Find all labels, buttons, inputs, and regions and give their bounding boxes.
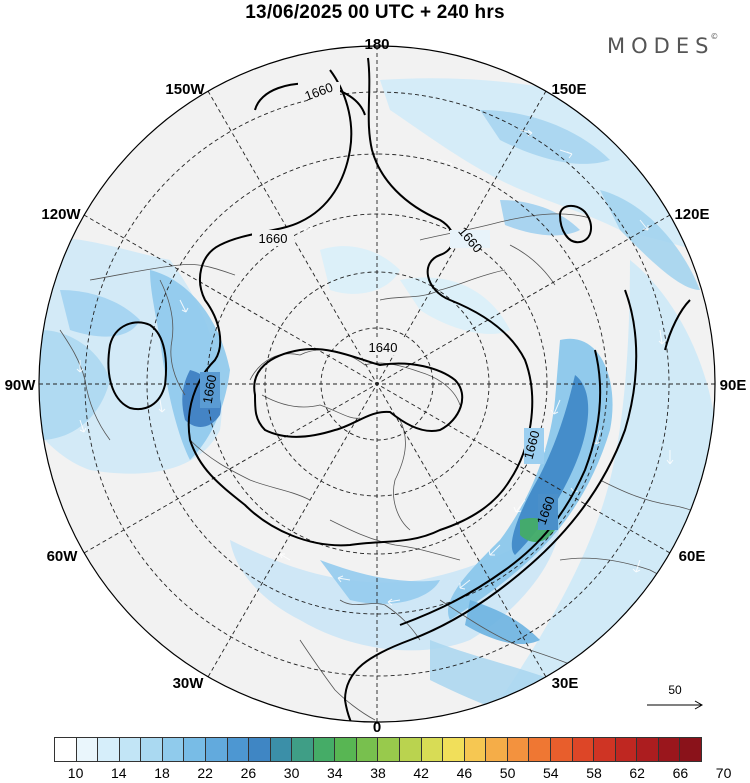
- lon-label-60e: 60E: [679, 548, 706, 565]
- colorbar-tick-label: 10: [67, 765, 84, 781]
- lon-label-150e: 150E: [551, 81, 586, 98]
- colorbar-swatch: [292, 738, 314, 761]
- lon-label-120w: 120W: [41, 206, 81, 223]
- colorbar-swatch: [615, 738, 638, 761]
- lon-label-150w: 150W: [165, 81, 205, 98]
- map-title: 13/06/2025 00 UTC + 240 hrs: [245, 2, 505, 23]
- reference-arrow-icon: [647, 700, 704, 710]
- lon-label-120e: 120E: [674, 206, 709, 223]
- longitude-labels: 180 150E 120E 90E 60E 30E 0 30W 60W 90W …: [5, 36, 747, 736]
- colorbar-swatch: [550, 738, 573, 761]
- colorbar-tick-label: 62: [629, 765, 645, 781]
- brand-mark: ©: [710, 32, 719, 41]
- colorbar-swatch: [76, 738, 99, 761]
- colorbar-swatch: [55, 738, 77, 761]
- colorbar-tick-label: 30: [283, 765, 300, 781]
- colorbar-swatch: [119, 738, 142, 761]
- colorbar-swatch: [658, 738, 681, 761]
- brand-text: MODES: [607, 34, 715, 58]
- lon-label-90w: 90W: [5, 377, 37, 394]
- colorbar-swatch: [378, 738, 400, 761]
- coastlines: [59, 213, 715, 721]
- colorbar-tick-label: 70: [715, 765, 732, 781]
- colorbar-swatch: [529, 738, 551, 761]
- colorbar-swatch: [421, 738, 444, 761]
- colorbar-swatch: [270, 738, 293, 761]
- colorbar-tick-label: 26: [240, 765, 257, 781]
- colorbar-swatch: [443, 738, 465, 761]
- colorbar-swatch: [464, 738, 487, 761]
- colorbar-tick-label: 46: [456, 765, 473, 781]
- contour-labels: 1660 1660 1660 1640 1660 1660 1660: [200, 80, 558, 530]
- colorbar-swatch: [637, 738, 659, 761]
- map-border: [38, 45, 716, 723]
- colorbar-tick-label: 18: [154, 765, 170, 781]
- lon-label-0: 0: [373, 719, 381, 736]
- colorbar-swatch: [572, 738, 595, 761]
- colorbar-tick-label: 58: [586, 765, 602, 781]
- polar-stereographic-map: 1660 1660 1660 1640 1660 1660 1660 180 1…: [5, 36, 747, 736]
- colorbar-tick-label: 14: [111, 765, 127, 781]
- contour-label: 1660: [259, 231, 288, 246]
- colorbar-swatch: [162, 738, 185, 761]
- lon-label-90e: 90E: [720, 377, 747, 394]
- colorbar-tick-label: 38: [370, 765, 386, 781]
- contour-label: 1660: [200, 374, 220, 405]
- colorbar-swatch: [141, 738, 163, 761]
- colorbar-swatch: [680, 738, 701, 761]
- lon-label-60w: 60W: [47, 548, 79, 565]
- colorbar-tick-label: 50: [499, 765, 516, 781]
- colorbar-swatch: [507, 738, 530, 761]
- colorbar-swatch: [594, 738, 616, 761]
- reference-vector-label: 50: [668, 683, 682, 697]
- colorbar-tick-label: 42: [413, 765, 429, 781]
- colorbar-swatch: [335, 738, 357, 761]
- contour-label: 1660: [521, 429, 543, 461]
- colorbar-swatch: [400, 738, 422, 761]
- colorbar-tick-label: 66: [672, 765, 689, 781]
- colorbar-swatch: [98, 738, 120, 761]
- colorbar-swatch: [227, 738, 250, 761]
- colorbar: [54, 737, 702, 762]
- colorbar-swatch: [486, 738, 508, 761]
- colorbar-tick-label: 54: [543, 765, 559, 781]
- lon-label-30e: 30E: [552, 675, 579, 692]
- brand-logo: MODES©: [607, 32, 722, 58]
- colorbar-swatch: [249, 738, 271, 761]
- colorbar-ticks: 10 14 18 22 26 30 34 38 42 46 50 54 58 62 66 70: [0, 765, 750, 783]
- contour-label: 1640: [369, 340, 398, 355]
- colorbar-tick-label: 34: [327, 765, 343, 781]
- lon-label-180: 180: [364, 36, 389, 53]
- colorbar-swatch: [205, 738, 228, 761]
- colorbar-swatch: [184, 738, 206, 761]
- reference-vector: 50: [645, 683, 705, 713]
- colorbar-tick-label: 22: [197, 765, 213, 781]
- colorbar-swatch: [313, 738, 336, 761]
- lon-label-30w: 30W: [173, 675, 205, 692]
- colorbar-swatch: [356, 738, 379, 761]
